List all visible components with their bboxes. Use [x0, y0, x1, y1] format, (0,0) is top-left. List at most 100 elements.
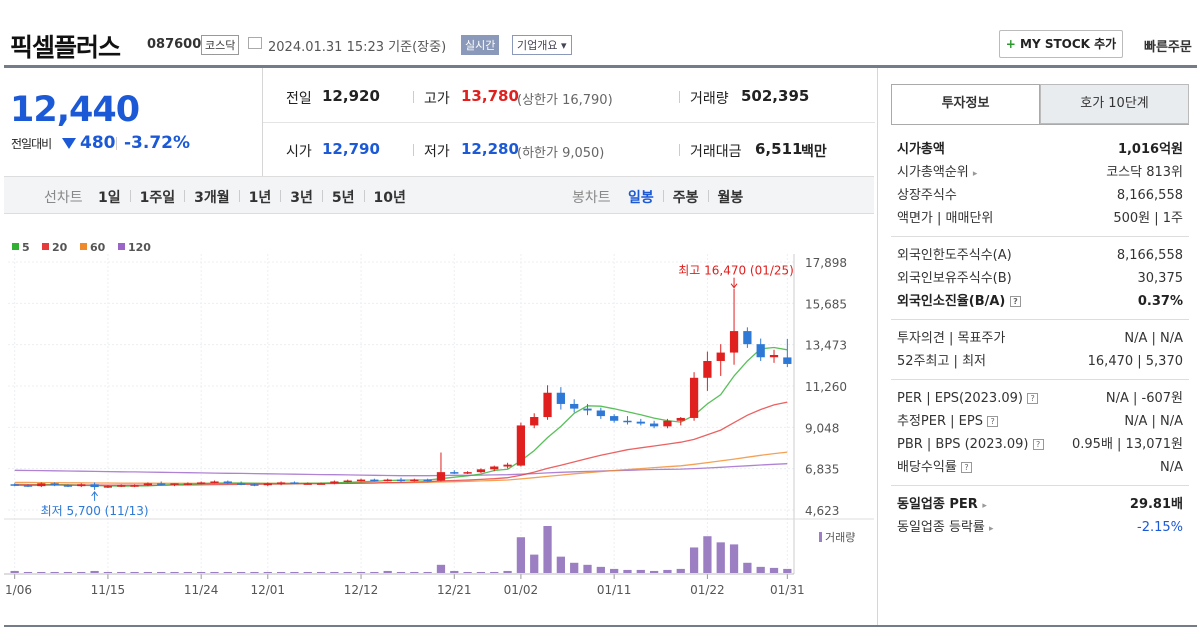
y-tick-label: 17,898: [805, 256, 847, 270]
help-icon[interactable]: ?: [960, 462, 972, 473]
volume-bar: [463, 571, 472, 573]
info-row: 배당수익률 ? N/A: [897, 456, 1183, 479]
asof-time: 2024.01.31 15:23 기준(장중): [268, 40, 447, 55]
y-tick-label: 9,048: [805, 421, 839, 435]
tab-period-2[interactable]: 3개월: [194, 190, 230, 206]
candle-body: [676, 417, 685, 421]
high-label: 고가: [424, 91, 450, 107]
candle-body: [689, 377, 699, 418]
legend-label: 60: [90, 241, 106, 254]
x-tick-label: 12/12: [344, 583, 379, 597]
volume-bar: [183, 571, 192, 573]
bottom-divider: [4, 625, 1197, 627]
help-icon[interactable]: ?: [987, 416, 999, 427]
prev-value: 12,920: [322, 87, 380, 105]
volume-bar: [410, 571, 419, 573]
candle-body: [63, 485, 73, 487]
volume-bar: [530, 554, 539, 573]
info-label: 추정PER | EPS ?: [897, 410, 999, 433]
volume-bar: [503, 570, 512, 573]
candle-body: [783, 357, 792, 364]
tab-period-3[interactable]: 1년: [248, 190, 272, 206]
tab-invest-info[interactable]: 투자정보: [891, 84, 1040, 124]
tab-period-1[interactable]: 1주일: [139, 190, 176, 206]
info-value: 30,375: [1137, 271, 1184, 286]
candle-body: [623, 420, 632, 423]
down-triangle-icon: [62, 138, 76, 149]
overview-dropdown[interactable]: 기업개요 ▾: [512, 35, 572, 55]
candle-body: [463, 472, 472, 474]
chevron-right-icon: ▸: [982, 501, 987, 511]
high-annotation: 최고 16,470 (01/25): [678, 264, 794, 278]
lower-limit: (하한가 9,050): [517, 146, 605, 161]
high-arrow-head: [730, 283, 738, 289]
legend-label: 5: [22, 241, 30, 254]
tab-sep: [363, 190, 365, 202]
mystock-button[interactable]: + MY STOCK 추가: [999, 30, 1123, 58]
info-row: PBR | BPS (2023.09) ? 0.95배 | 13,071원: [897, 433, 1183, 456]
candle-body: [50, 483, 59, 486]
volume-bar: [689, 547, 699, 573]
tab-period-0[interactable]: 1일: [98, 190, 121, 206]
info-value: N/A | -607원: [1105, 391, 1183, 406]
candle-body: [130, 485, 139, 487]
candle-body: [636, 421, 645, 424]
prev-label: 전일: [286, 91, 312, 107]
candle-body: [23, 485, 33, 487]
info-value: 16,470 | 5,370: [1087, 354, 1183, 369]
volume-bar: [476, 571, 486, 573]
low-value: 12,280: [461, 140, 519, 158]
candle-body: [743, 331, 752, 345]
info-value: 1,016억원: [1117, 142, 1183, 157]
realtime-button[interactable]: 실시간: [461, 35, 500, 55]
candle-body: [423, 479, 432, 482]
tab-period-6[interactable]: 10년: [373, 190, 406, 206]
candle-body: [290, 482, 299, 484]
y-tick-label: 4,623: [805, 504, 839, 518]
tab-candle-1[interactable]: 주봉: [672, 190, 699, 206]
volume-bar: [703, 536, 712, 573]
quick-order-link[interactable]: 빠른주문: [1144, 40, 1192, 55]
candle-body: [583, 408, 592, 411]
open-label: 시가: [286, 144, 312, 160]
volume-legend-swatch: [819, 532, 822, 542]
info-value: 0.95배 | 13,071원: [1072, 437, 1183, 452]
info-value: 코스닥 813위: [1106, 165, 1183, 180]
volume-bar: [50, 571, 59, 573]
volume-bar: [157, 571, 166, 573]
volume-bar: [636, 569, 645, 573]
volume-bar: [610, 568, 619, 573]
info-row: 동일업종 PER ▸ 29.81배: [897, 493, 1183, 516]
tab-candle-2[interactable]: 월봉: [717, 190, 744, 206]
volume-bar: [276, 571, 286, 573]
volume-bar: [596, 566, 605, 573]
candle-body: [170, 483, 179, 485]
volume-bar: [90, 570, 99, 573]
x-tick-label: 01/11: [597, 583, 632, 597]
volume-bar: [450, 570, 459, 573]
candle-body: [490, 466, 499, 470]
x-tick-label: 11/06: [4, 583, 32, 597]
help-icon[interactable]: ?: [1027, 393, 1039, 404]
tab-hoga[interactable]: 호가 10단계: [1040, 84, 1189, 124]
volume-bar: [356, 571, 366, 573]
tab-period-4[interactable]: 3년: [290, 190, 313, 206]
tab-period-5[interactable]: 5년: [331, 190, 355, 206]
volume-bar: [769, 567, 779, 573]
volume-bar: [263, 571, 272, 573]
candle-body: [197, 482, 206, 484]
x-tick-label: 11/15: [91, 583, 126, 597]
candle-body: [769, 354, 779, 358]
candle-chart-label: 봉차트: [572, 190, 611, 206]
info-row: PER | EPS(2023.09) ? N/A | -607원: [897, 387, 1183, 410]
tab-candle-0[interactable]: 일봉: [628, 190, 654, 206]
tab-sep: [238, 190, 240, 202]
help-icon[interactable]: ?: [1009, 296, 1021, 307]
legend-swatch: [42, 243, 49, 250]
stock-code: 087600: [147, 37, 202, 52]
change-value: 480: [80, 133, 116, 153]
legend-label: 120: [128, 241, 151, 254]
volume-bar: [756, 566, 765, 573]
help-icon[interactable]: ?: [1032, 439, 1044, 450]
volume-bar: [316, 571, 326, 573]
